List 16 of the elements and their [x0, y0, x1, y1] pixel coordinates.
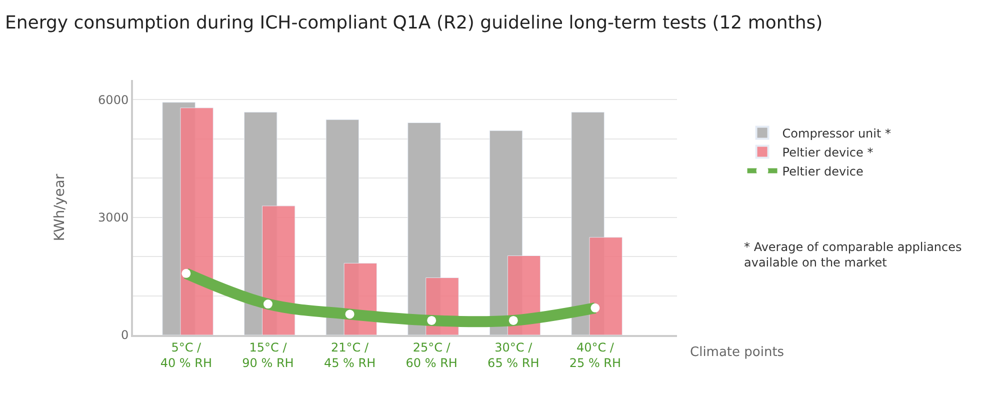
- legend-label: Peltier device *: [782, 145, 874, 160]
- x-tick-label: 15°C / 90 % RH: [242, 340, 294, 370]
- chart-title: Energy consumption during ICH-compliant Q1A (R2) guideline long-term tests (12 months): [5, 12, 823, 34]
- y-axis-title: KWh/year: [52, 174, 68, 242]
- y-tick-label: 0: [120, 328, 129, 342]
- x-tick-label: 25°C / 60 % RH: [406, 340, 458, 370]
- x-tick-label: 40°C / 25 % RH: [569, 340, 622, 370]
- text: * Average of comparable appliances available on the market: [744, 240, 962, 270]
- y-tick-label: 6000: [98, 92, 129, 107]
- legend-label: Compressor unit *: [782, 126, 892, 140]
- x-axis-title: Climate points: [690, 345, 784, 360]
- x-tick-label: 5°C / 40 % RH: [160, 340, 212, 370]
- y-tick-label: 3000: [98, 210, 129, 225]
- x-tick-label: 21°C / 45 % RH: [324, 340, 376, 370]
- x-tick-label: 30°C / 65 % RH: [488, 340, 540, 370]
- legend-label: Peltier device: [782, 164, 864, 178]
